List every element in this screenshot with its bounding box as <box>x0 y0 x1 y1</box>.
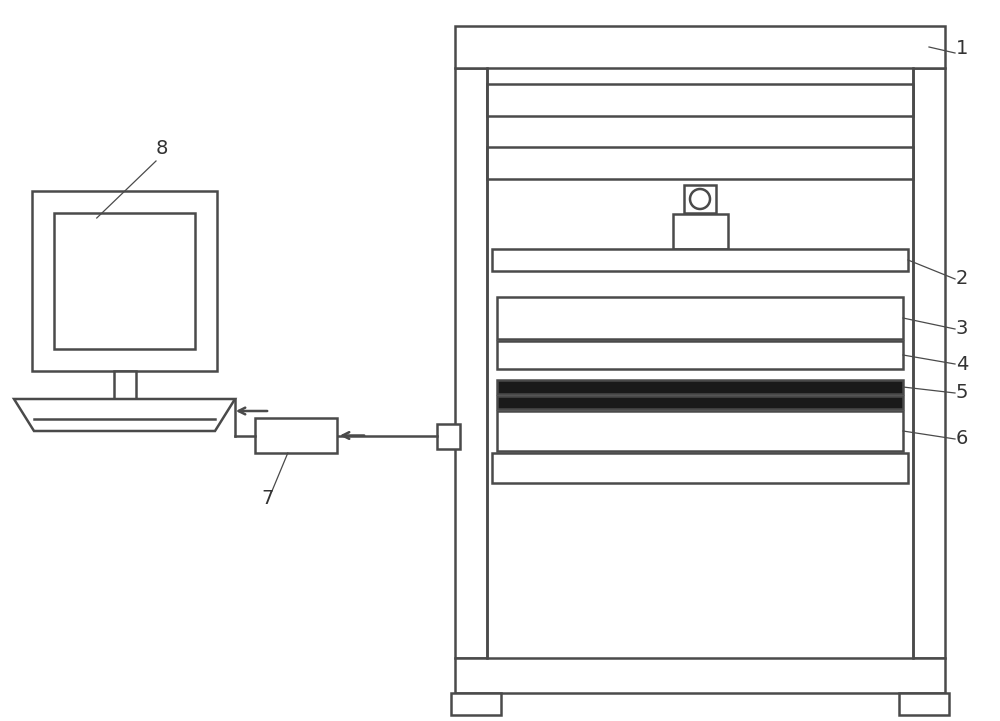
Bar <box>492 249 908 271</box>
Bar <box>255 418 337 453</box>
Bar <box>455 68 487 658</box>
Polygon shape <box>14 399 235 431</box>
Text: 5: 5 <box>956 384 968 402</box>
Bar <box>492 453 908 483</box>
Bar <box>487 147 913 179</box>
Bar <box>32 191 217 371</box>
Text: 4: 4 <box>956 355 968 373</box>
Text: 8: 8 <box>156 139 168 159</box>
Bar <box>497 380 903 394</box>
Text: 1: 1 <box>956 40 968 58</box>
Bar <box>54 213 195 349</box>
Text: 2: 2 <box>956 270 968 288</box>
Bar <box>455 658 945 693</box>
Text: 3: 3 <box>956 319 968 338</box>
Bar <box>899 693 949 715</box>
Bar <box>497 297 903 339</box>
Text: 6: 6 <box>956 430 968 448</box>
Bar <box>913 68 945 658</box>
Bar <box>455 26 945 68</box>
Bar <box>487 84 913 116</box>
Bar <box>672 214 728 249</box>
Bar <box>114 371 136 399</box>
Bar <box>451 693 501 715</box>
Bar <box>684 185 716 213</box>
Bar <box>497 411 903 451</box>
Bar <box>497 341 903 369</box>
Text: 7: 7 <box>262 490 274 508</box>
Bar <box>497 396 903 409</box>
Bar <box>437 423 460 448</box>
